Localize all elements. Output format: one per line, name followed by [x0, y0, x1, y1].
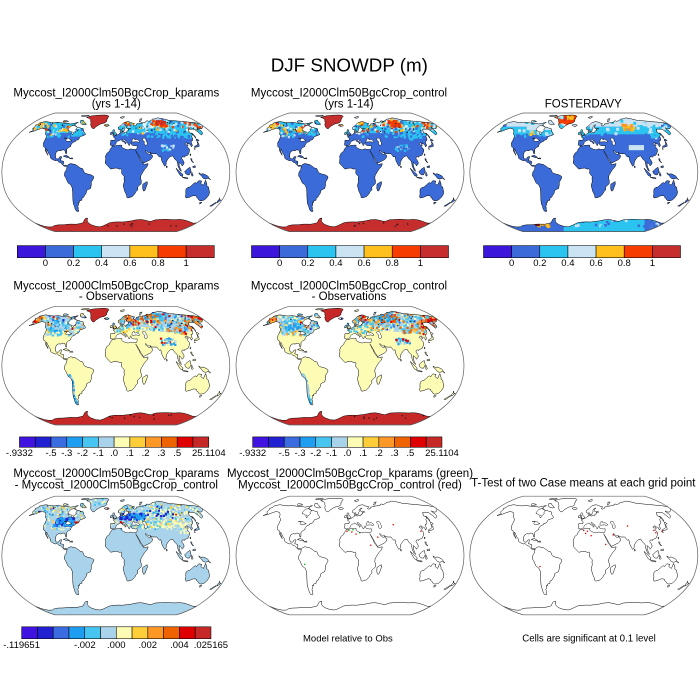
svg-text:- Myccost_I2000Clm50BgcCrop_co: - Myccost_I2000Clm50BgcCrop_control — [15, 479, 218, 491]
svg-text:0.4: 0.4 — [329, 258, 342, 269]
svg-text:.3: .3 — [391, 448, 399, 459]
svg-text:0.2: 0.2 — [67, 258, 80, 269]
svg-text:0.4: 0.4 — [95, 258, 108, 269]
svg-text:.000: .000 — [107, 640, 126, 651]
svg-text:Myccost_I2000Clm50BgcCrop_cont: Myccost_I2000Clm50BgcCrop_control — [251, 87, 447, 99]
svg-text:.5: .5 — [173, 448, 181, 459]
svg-text:-.5: -.5 — [45, 448, 56, 459]
svg-text:Myccost_I2000Clm50BgcCrop_cont: Myccost_I2000Clm50BgcCrop_control — [251, 280, 447, 292]
svg-text:0.6: 0.6 — [123, 258, 136, 269]
svg-text:0: 0 — [43, 258, 48, 269]
svg-text:FOSTERDAVY: FOSTERDAVY — [545, 98, 622, 110]
svg-text:.2: .2 — [375, 448, 383, 459]
svg-text:Myccost_I2000Clm50BgcCrop_kpar: Myccost_I2000Clm50BgcCrop_kparams — [13, 468, 219, 480]
svg-text:0: 0 — [277, 258, 282, 269]
svg-text:DJF SNOWDP (m): DJF SNOWDP (m) — [271, 55, 428, 76]
svg-text:.3: .3 — [157, 448, 165, 459]
svg-text:0.8: 0.8 — [151, 258, 164, 269]
svg-text:1: 1 — [650, 258, 655, 269]
svg-text:0.2: 0.2 — [301, 258, 314, 269]
svg-text:0: 0 — [509, 258, 514, 269]
svg-text:1: 1 — [418, 258, 423, 269]
svg-text:.004: .004 — [170, 640, 189, 651]
svg-text:0.2: 0.2 — [533, 258, 546, 269]
svg-text:-.2: -.2 — [77, 448, 88, 459]
svg-text:-.9332: -.9332 — [6, 448, 33, 459]
svg-text:Model relative to Obs: Model relative to Obs — [303, 634, 393, 645]
svg-text:(yrs 1-14): (yrs 1-14) — [92, 98, 141, 110]
svg-text:Myccost_I2000Clm50BgcCrop_cont: Myccost_I2000Clm50BgcCrop_control (red) — [238, 479, 462, 491]
svg-text:0.4: 0.4 — [561, 258, 574, 269]
svg-text:.025165: .025165 — [194, 640, 228, 651]
svg-text:1: 1 — [184, 258, 189, 269]
svg-text:-.3: -.3 — [61, 448, 72, 459]
svg-text:Myccost_I2000Clm50BgcCrop_kpar: Myccost_I2000Clm50BgcCrop_kparams — [13, 87, 219, 99]
svg-text:.002: .002 — [139, 640, 158, 651]
svg-text:- Observations: - Observations — [312, 291, 387, 303]
svg-text:25.1104: 25.1104 — [192, 448, 226, 459]
svg-text:-.5: -.5 — [279, 448, 290, 459]
svg-text:0.8: 0.8 — [618, 258, 631, 269]
svg-text:(yrs 1-14): (yrs 1-14) — [324, 98, 373, 110]
svg-text:.0: .0 — [110, 448, 118, 459]
svg-text:.1: .1 — [126, 448, 134, 459]
svg-text:.2: .2 — [142, 448, 150, 459]
svg-text:-.119651: -.119651 — [3, 640, 40, 651]
svg-text:-.9332: -.9332 — [239, 448, 266, 459]
svg-text:0.8: 0.8 — [386, 258, 399, 269]
svg-text:-.3: -.3 — [294, 448, 305, 459]
svg-text:Cells are significant at 0.1 l: Cells are significant at 0.1 level — [522, 634, 656, 645]
svg-text:T-Test of two Case means at ea: T-Test of two Case means at each grid po… — [471, 478, 696, 490]
svg-text:- Observations: - Observations — [79, 291, 154, 303]
svg-text:-.1: -.1 — [93, 448, 104, 459]
svg-text:0.6: 0.6 — [589, 258, 602, 269]
svg-text:-.1: -.1 — [326, 448, 337, 459]
svg-text:Myccost_I2000Clm50BgcCrop_kpar: Myccost_I2000Clm50BgcCrop_kparams — [13, 280, 219, 292]
svg-text:25.1104: 25.1104 — [425, 448, 459, 459]
svg-text:.1: .1 — [359, 448, 367, 459]
svg-text:-.002: -.002 — [74, 640, 96, 651]
svg-text:-.2: -.2 — [310, 448, 321, 459]
svg-text:.0: .0 — [343, 448, 351, 459]
svg-text:0.6: 0.6 — [357, 258, 370, 269]
svg-text:.5: .5 — [406, 448, 414, 459]
svg-text:Myccost_I2000Clm50BgcCrop_kpar: Myccost_I2000Clm50BgcCrop_kparams (green… — [227, 468, 473, 480]
